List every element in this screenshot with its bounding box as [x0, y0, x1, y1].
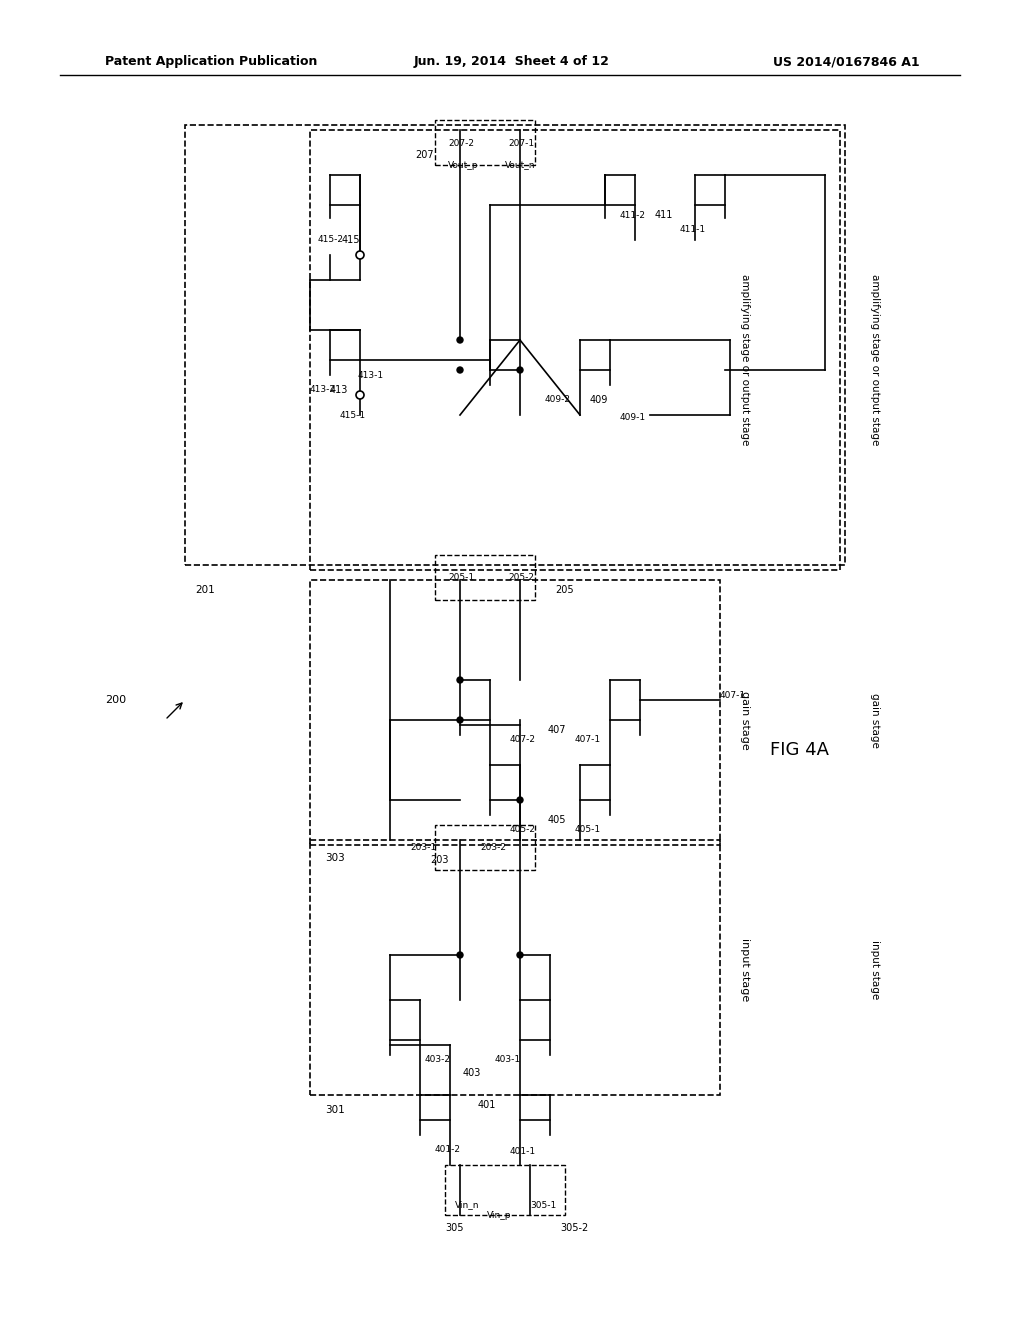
Text: 403-2: 403-2 — [425, 1056, 451, 1064]
Text: 409-2: 409-2 — [545, 396, 571, 404]
Text: 415-1: 415-1 — [340, 411, 367, 420]
Circle shape — [457, 952, 463, 958]
Text: 205-2: 205-2 — [508, 573, 534, 582]
Text: 411: 411 — [655, 210, 674, 220]
Text: 303: 303 — [325, 853, 345, 863]
Text: 409: 409 — [590, 395, 608, 405]
Text: 401: 401 — [478, 1100, 497, 1110]
Text: 407-1: 407-1 — [575, 735, 601, 744]
Bar — [435, 120, 535, 165]
Circle shape — [517, 367, 523, 374]
Text: 405: 405 — [548, 814, 566, 825]
Text: 415-2: 415-2 — [318, 235, 344, 244]
Text: 415: 415 — [342, 235, 360, 246]
Text: 411-2: 411-2 — [620, 210, 646, 219]
Text: 407: 407 — [548, 725, 566, 735]
Text: 203-1: 203-1 — [410, 843, 436, 853]
Bar — [435, 554, 535, 601]
Text: 207: 207 — [415, 150, 433, 160]
Text: gain stage: gain stage — [740, 690, 750, 750]
Circle shape — [457, 677, 463, 682]
Text: 305-2: 305-2 — [560, 1224, 588, 1233]
Text: 413-1: 413-1 — [358, 371, 384, 380]
Text: 407-2: 407-2 — [510, 735, 536, 744]
Text: 409-1: 409-1 — [620, 413, 646, 422]
Circle shape — [517, 797, 523, 803]
Text: 401-1: 401-1 — [510, 1147, 537, 1156]
Text: 207-1: 207-1 — [508, 139, 535, 148]
Text: amplifying stage or output stage: amplifying stage or output stage — [740, 275, 750, 446]
Text: Vin_n: Vin_n — [455, 1200, 479, 1209]
Text: 413-2: 413-2 — [310, 385, 336, 395]
Bar — [445, 1166, 565, 1214]
Circle shape — [457, 367, 463, 374]
Text: 207-2: 207-2 — [449, 139, 474, 148]
Text: 305: 305 — [445, 1224, 464, 1233]
Text: amplifying stage or output stage: amplifying stage or output stage — [870, 275, 880, 446]
Text: FIG 4A: FIG 4A — [770, 741, 829, 759]
Text: Vin_p: Vin_p — [487, 1210, 512, 1220]
Circle shape — [356, 391, 364, 399]
Circle shape — [517, 952, 523, 958]
Text: 401-2: 401-2 — [435, 1146, 461, 1155]
Bar — [185, 125, 845, 565]
Text: 405-2: 405-2 — [510, 825, 536, 834]
Text: 413: 413 — [330, 385, 348, 395]
Text: 407-1: 407-1 — [720, 690, 746, 700]
Text: 301: 301 — [325, 1105, 345, 1115]
Text: input stage: input stage — [740, 939, 750, 1002]
Text: Patent Application Publication: Patent Application Publication — [105, 55, 317, 69]
Text: 411-1: 411-1 — [680, 226, 707, 235]
Text: Vout_p: Vout_p — [449, 161, 478, 169]
Bar — [310, 129, 840, 570]
Text: 200: 200 — [105, 696, 126, 705]
Text: US 2014/0167846 A1: US 2014/0167846 A1 — [773, 55, 920, 69]
Text: 203-2: 203-2 — [480, 843, 506, 853]
Circle shape — [457, 337, 463, 343]
Text: gain stage: gain stage — [870, 693, 880, 747]
Bar — [310, 579, 720, 845]
Bar — [310, 840, 720, 1096]
Text: Jun. 19, 2014  Sheet 4 of 12: Jun. 19, 2014 Sheet 4 of 12 — [414, 55, 610, 69]
Bar — [435, 825, 535, 870]
Text: input stage: input stage — [870, 940, 880, 999]
Text: 403-1: 403-1 — [495, 1056, 521, 1064]
Circle shape — [457, 717, 463, 723]
Text: 405-1: 405-1 — [575, 825, 601, 834]
Text: 205: 205 — [555, 585, 573, 595]
Text: Vout_n: Vout_n — [505, 161, 536, 169]
Text: 201: 201 — [195, 585, 215, 595]
Circle shape — [356, 251, 364, 259]
Text: 403: 403 — [463, 1068, 481, 1078]
Text: 203: 203 — [430, 855, 449, 865]
Text: 205-1: 205-1 — [449, 573, 474, 582]
Text: 305-1: 305-1 — [530, 1200, 556, 1209]
